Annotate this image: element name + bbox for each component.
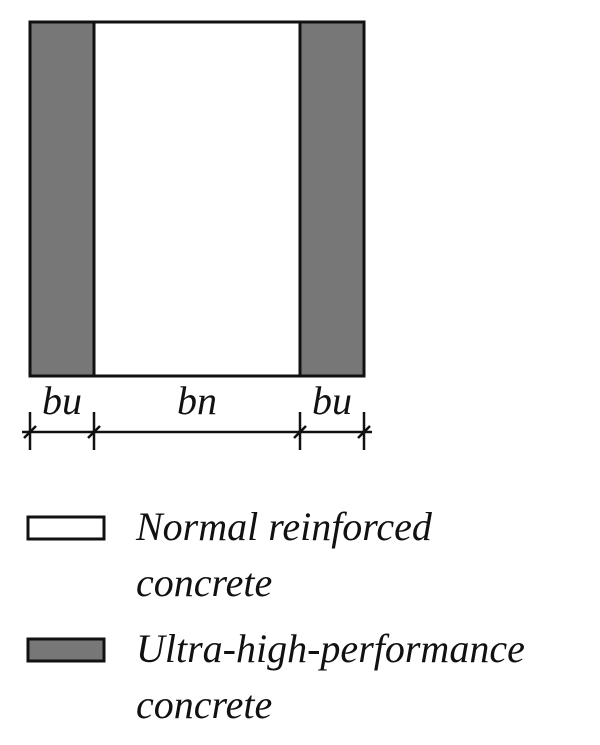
uhpc-right [298, 20, 366, 378]
dimension-line [22, 412, 372, 450]
legend-label: Normal reinforced [135, 504, 433, 549]
normal-concrete [92, 20, 302, 378]
legend-swatch [26, 637, 106, 663]
uhpc-left [28, 20, 96, 378]
legend-label: concrete [136, 560, 272, 605]
dim-label: bn [177, 378, 217, 423]
legend-label: Ultra-high-performance [136, 626, 525, 671]
dim-label: bu [312, 378, 352, 423]
dim-label: bu [42, 378, 82, 423]
legend-swatch [26, 515, 106, 541]
legend-label: concrete [136, 682, 272, 727]
